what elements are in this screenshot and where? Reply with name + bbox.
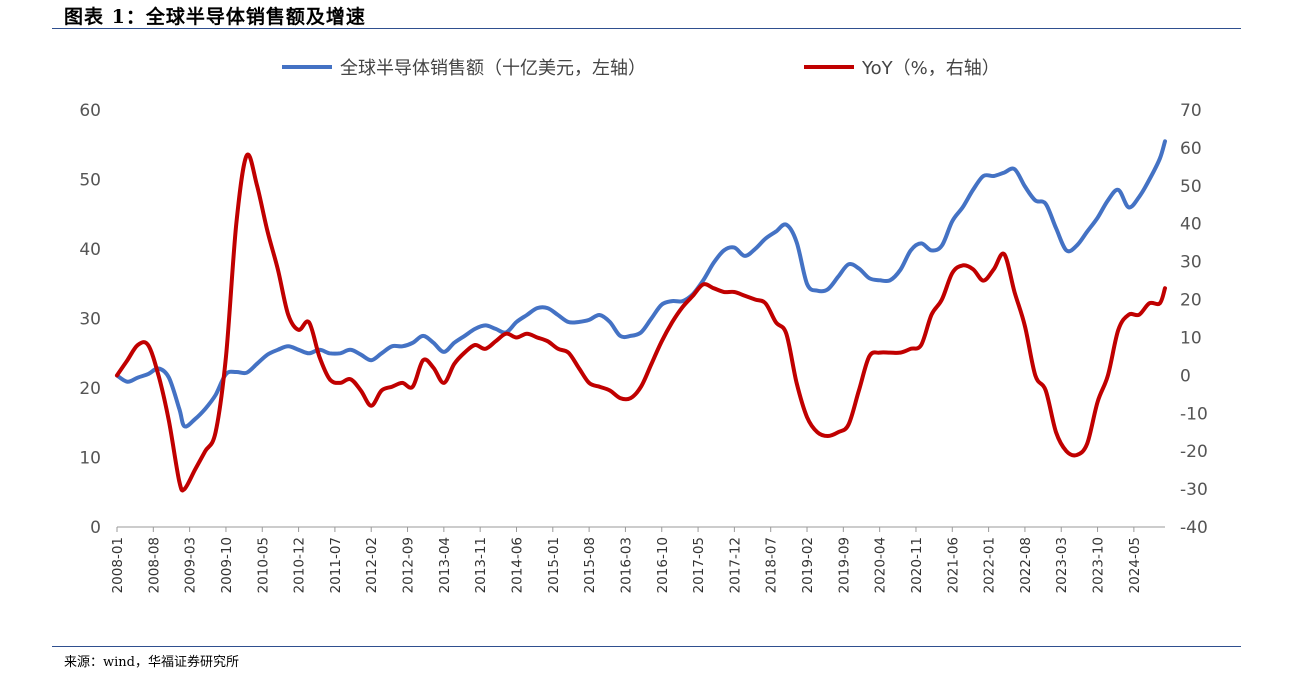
y-right-tick-label: -30 (1180, 480, 1208, 500)
x-tick-label: 2014-06 (509, 537, 525, 593)
bottom-rule (52, 646, 1241, 647)
legend-label: YoY（%，右轴） (861, 58, 1000, 79)
x-tick-label: 2024-05 (1127, 537, 1143, 593)
y-right-tick-label: 40 (1180, 215, 1202, 235)
y-left-tick-label: 50 (79, 171, 101, 191)
x-tick-label: 2022-01 (982, 537, 998, 593)
x-tick-label: 2011-07 (328, 537, 344, 593)
x-tick-label: 2022-08 (1018, 537, 1034, 593)
y-axis-left: 0 10 20 30 40 50 60 (79, 101, 101, 538)
x-tick-label: 2021-06 (945, 537, 961, 593)
x-tick-label: 2008-01 (110, 537, 126, 593)
y-right-tick-label: 50 (1180, 177, 1202, 197)
y-right-tick-label: 60 (1180, 139, 1202, 159)
x-tick-label: 2016-03 (618, 537, 634, 593)
x-tick-label: 2010-05 (255, 537, 271, 593)
x-tick-label: 2023-03 (1054, 537, 1070, 593)
x-tick-label: 2019-02 (800, 537, 816, 593)
legend-label: 全球半导体销售额（十亿美元，左轴） (340, 58, 646, 79)
x-tick-label: 2015-08 (582, 537, 598, 593)
x-tick-label: 2009-10 (219, 537, 235, 593)
x-tick-label: 2017-05 (691, 537, 707, 593)
y-right-tick-label: 70 (1180, 101, 1202, 121)
x-tick-label: 2015-01 (546, 537, 562, 593)
x-tick-label: 2019-09 (836, 537, 852, 593)
x-tick-label: 2018-07 (764, 537, 780, 593)
x-axis: 2008-01 2008-08 2009-03 2009-10 2010-05 2010-… (110, 526, 1165, 593)
y-right-tick-label: -10 (1180, 404, 1208, 424)
y-right-tick-label: -20 (1180, 442, 1208, 462)
y-left-tick-label: 30 (79, 310, 101, 330)
y-right-tick-label: 20 (1180, 291, 1202, 311)
figure-title: 图表 1：全球半导体销售额及增速 (64, 6, 366, 28)
y-left-tick-label: 60 (79, 101, 101, 121)
series-lines (115, 139, 1167, 493)
x-tick-label: 2020-04 (873, 537, 889, 593)
y-left-tick-label: 10 (79, 449, 101, 469)
top-rule (52, 28, 1241, 29)
y-right-tick-label: 0 (1180, 366, 1191, 386)
x-tick-label: 2013-11 (473, 537, 489, 593)
y-right-tick-label: -40 (1180, 518, 1208, 538)
x-tick-label: 2010-12 (292, 537, 308, 593)
y-axis-right: -40 -30 -20 -10 0 10 20 30 40 50 60 70 (1180, 101, 1208, 538)
x-tick-label: 2008-08 (146, 537, 162, 593)
x-tick-label: 2012-02 (364, 537, 380, 593)
y-right-tick-label: 10 (1180, 328, 1202, 348)
y-left-tick-label: 0 (90, 518, 101, 538)
x-tick-label: 2013-04 (437, 537, 453, 593)
series-yoy-line (115, 152, 1167, 493)
x-tick-label: 2016-10 (655, 537, 671, 593)
x-tick-label: 2020-11 (909, 537, 925, 593)
series-sales-line (115, 139, 1167, 429)
x-tick-label: 2017-12 (727, 537, 743, 593)
x-tick-label: 2009-03 (183, 537, 199, 593)
y-right-tick-label: 30 (1180, 253, 1202, 273)
source-note: 来源：wind，华福证券研究所 (64, 655, 239, 670)
y-left-tick-label: 20 (79, 379, 101, 399)
x-tick-label: 2023-10 (1091, 537, 1107, 593)
legend: 全球半导体销售额（十亿美元，左轴） YoY（%，右轴） (282, 58, 1000, 79)
y-left-tick-label: 40 (79, 240, 101, 260)
x-tick-label: 2012-09 (401, 537, 417, 593)
